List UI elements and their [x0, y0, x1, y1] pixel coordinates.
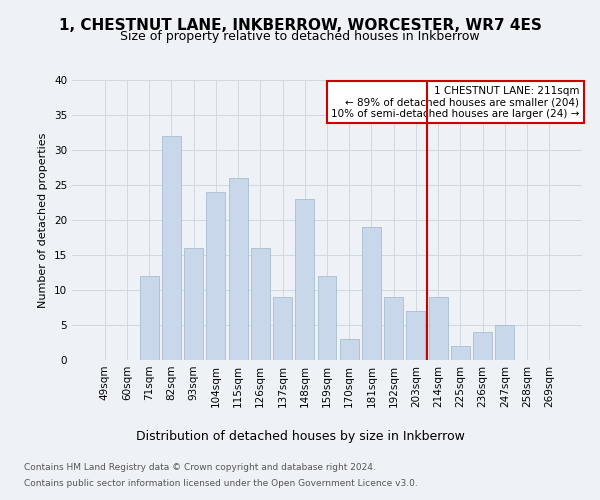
Bar — [429, 297, 448, 360]
Bar — [317, 276, 337, 360]
Bar — [273, 297, 292, 360]
Bar — [406, 311, 425, 360]
Text: Distribution of detached houses by size in Inkberrow: Distribution of detached houses by size … — [136, 430, 464, 443]
Text: Contains HM Land Registry data © Crown copyright and database right 2024.: Contains HM Land Registry data © Crown c… — [24, 464, 376, 472]
Bar — [206, 192, 225, 360]
Bar — [229, 178, 248, 360]
Bar — [451, 346, 470, 360]
Bar — [140, 276, 158, 360]
Text: Size of property relative to detached houses in Inkberrow: Size of property relative to detached ho… — [120, 30, 480, 43]
Bar — [340, 339, 359, 360]
Bar — [384, 297, 403, 360]
Text: 1, CHESTNUT LANE, INKBERROW, WORCESTER, WR7 4ES: 1, CHESTNUT LANE, INKBERROW, WORCESTER, … — [59, 18, 541, 32]
Bar — [473, 332, 492, 360]
Text: Contains public sector information licensed under the Open Government Licence v3: Contains public sector information licen… — [24, 478, 418, 488]
Y-axis label: Number of detached properties: Number of detached properties — [38, 132, 49, 308]
Text: 1 CHESTNUT LANE: 211sqm
← 89% of detached houses are smaller (204)
10% of semi-d: 1 CHESTNUT LANE: 211sqm ← 89% of detache… — [331, 86, 580, 119]
Bar — [184, 248, 203, 360]
Bar — [251, 248, 270, 360]
Bar — [362, 227, 381, 360]
Bar — [162, 136, 181, 360]
Bar — [496, 325, 514, 360]
Bar — [295, 199, 314, 360]
